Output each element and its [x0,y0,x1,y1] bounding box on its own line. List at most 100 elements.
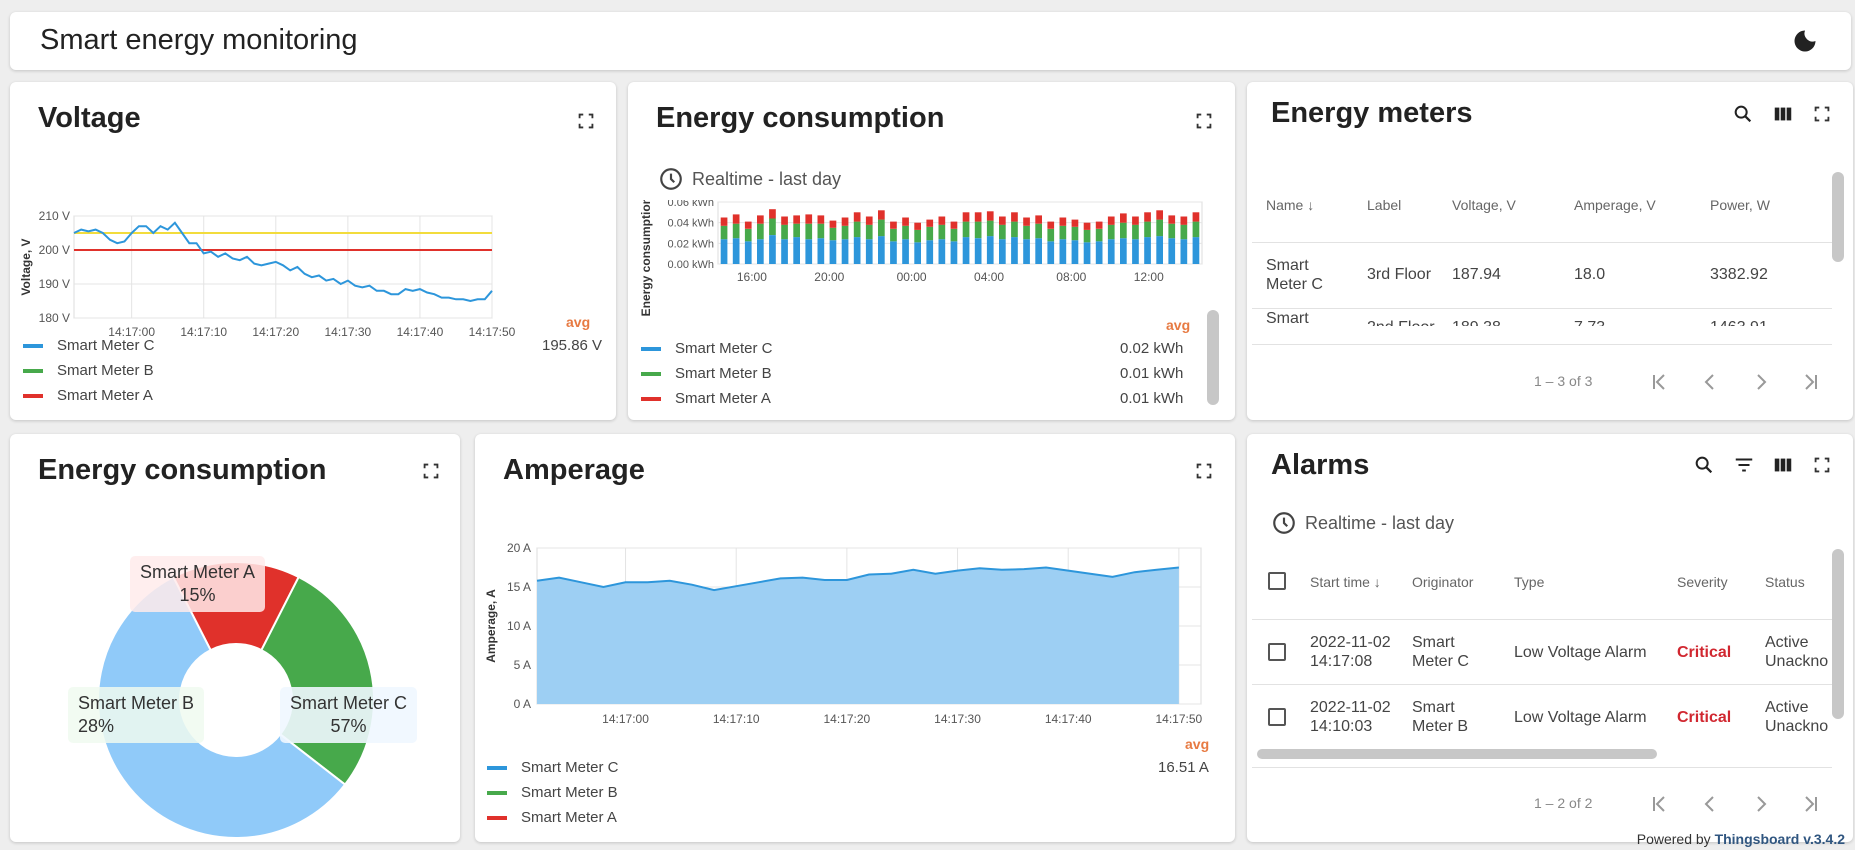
legend-swatch [23,393,43,398]
legend-scrollbar[interactable] [1207,310,1219,405]
search-icon[interactable] [1693,454,1715,476]
legend-item[interactable]: Smart Meter B [23,362,154,379]
bar-segment [1156,236,1163,264]
legend-label: Smart Meter A [521,809,617,826]
column-header-status[interactable]: Status [1765,574,1805,590]
column-header-type[interactable]: Type [1514,574,1545,590]
energy-meters-widget: Energy meters Name ↓ Label Voltage, V Am… [1247,82,1853,420]
bar-segment [974,221,982,239]
legend-swatch [641,396,661,401]
select-all-checkbox[interactable] [1268,572,1286,590]
bar-segment [1192,237,1200,264]
column-header-severity[interactable]: Severity [1677,574,1728,590]
bar-segment [1071,226,1079,241]
bar-segment [805,214,813,224]
x-tick-label: 14:17:20 [252,325,299,339]
cell-status: Active Unackno [1765,698,1828,736]
y-axis-label: Voltage, V [19,238,33,295]
divider [1252,308,1832,309]
first-page-icon[interactable] [1647,370,1671,394]
x-tick-label: 14:17:40 [1045,712,1092,726]
pie-label-meter-b: Smart Meter B 28% [68,687,205,743]
legend-item[interactable]: Smart Meter A [23,387,153,404]
bar-segment [781,239,788,264]
cell-label: 2nd Floor [1367,318,1435,326]
bar-segment [914,222,921,230]
legend-item[interactable]: Smart Meter C [487,759,619,776]
table-horizontal-scrollbar[interactable] [1257,749,1657,759]
x-tick-label: 14:17:00 [602,712,649,726]
next-page-icon[interactable] [1749,792,1773,816]
x-tick-label: 14:17:50 [469,325,516,339]
column-header-power[interactable]: Power, W [1710,197,1770,213]
timewindow-selector[interactable]: Realtime - last day [1271,510,1454,536]
avg-header: avg [1166,317,1191,333]
row-checkbox[interactable] [1268,708,1286,726]
bar-segment [817,238,825,264]
bar-segment [1144,212,1151,222]
fullscreen-icon[interactable] [420,460,442,482]
divider [1252,344,1832,345]
fullscreen-icon[interactable] [1193,460,1215,482]
legend-item[interactable]: Smart Meter B [487,784,618,801]
clock-icon [1273,512,1295,534]
table-vertical-scrollbar[interactable] [1832,549,1844,719]
legend-item[interactable]: Smart Meter C [23,337,155,354]
bar-segment [1132,224,1139,240]
columns-icon[interactable] [1772,103,1794,125]
dark-mode-toggle-icon[interactable] [1791,27,1819,55]
legend-item[interactable]: Smart Meter B [641,365,772,382]
column-header-voltage[interactable]: Voltage, V [1452,197,1516,213]
row-checkbox[interactable] [1268,643,1286,661]
y-tick-label: 200 V [39,243,70,257]
next-page-icon[interactable] [1749,370,1773,394]
widget-title: Voltage [38,102,141,134]
x-tick-label: 14:17:10 [713,712,760,726]
fullscreen-icon[interactable] [1811,454,1833,476]
cell-originator: Smart Meter C [1412,633,1469,671]
fullscreen-icon[interactable] [1193,110,1215,132]
bar-segment [769,235,776,264]
last-page-icon[interactable] [1799,370,1823,394]
legend-swatch [641,346,661,351]
prev-page-icon[interactable] [1698,792,1722,816]
bar-segment [902,217,909,226]
column-header-name[interactable]: Name ↓ [1266,197,1314,213]
filter-icon[interactable] [1733,454,1755,476]
thingsboard-link[interactable]: Thingsboard v.3.4.2 [1714,831,1845,847]
plot-area [73,215,493,319]
columns-icon[interactable] [1772,454,1794,476]
column-header-start-time[interactable]: Start time ↓ [1310,574,1381,590]
legend-label: Smart Meter B [521,784,618,801]
bar-segment [1144,221,1151,238]
column-header-originator[interactable]: Originator [1412,574,1474,590]
voltage-widget: Voltage 210 V 200 V 190 V 180 V 14:17:00 14:1… [10,82,616,420]
bar-segment [1107,239,1115,264]
originator-line: Smart [1412,634,1455,651]
legend-item[interactable]: Smart Meter A [487,809,617,826]
table-scrollbar[interactable] [1832,172,1844,262]
paginator-range: 1 – 3 of 3 [1534,373,1593,389]
prev-page-icon[interactable] [1698,370,1722,394]
sort-arrow-icon: ↓ [1373,574,1381,590]
first-page-icon[interactable] [1647,792,1671,816]
bar-segment [1011,237,1018,264]
divider [1252,242,1832,243]
legend-value: 0.01 kWh [1120,390,1184,407]
timewindow-selector[interactable]: Realtime - last day [658,166,841,192]
last-page-icon[interactable] [1799,792,1823,816]
fullscreen-icon[interactable] [575,110,597,132]
bar-segment [817,223,825,239]
column-header-label-col[interactable]: Label [1367,197,1402,213]
column-header-amperage[interactable]: Amperage, V [1574,197,1656,213]
y-axis-label: Amperage, A [484,589,498,663]
legend-item[interactable]: Smart Meter C [641,340,773,357]
fullscreen-icon[interactable] [1811,103,1833,125]
legend-item[interactable]: Smart Meter A [641,390,771,407]
search-icon[interactable] [1732,103,1754,125]
pie-label-pct: 28% [78,716,115,736]
y-tick-label: 0 A [514,697,531,711]
bar-segment [732,214,740,224]
bar-segment [1023,225,1030,240]
table-row-clipped: Smart 2nd Floor 189.38 7.73 1463.91 [1247,309,1837,326]
